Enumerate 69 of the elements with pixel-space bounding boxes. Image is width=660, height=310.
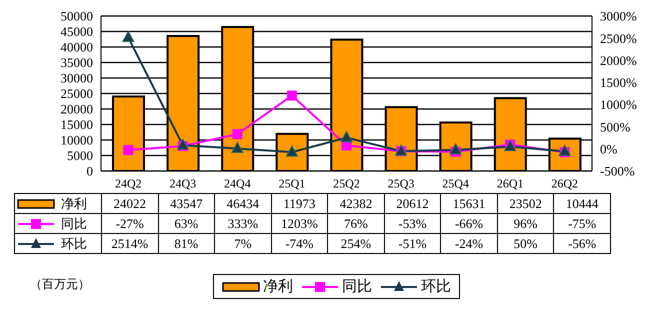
x-tick-label: 24Q2 (114, 176, 142, 191)
point (340, 131, 352, 142)
x-tick-label: 24Q3 (169, 176, 196, 191)
point (286, 90, 297, 101)
data-label: 2514% (102, 234, 158, 254)
y-tick-label: 5000 (67, 148, 93, 164)
data-label: 23502 (497, 194, 554, 214)
data-label: 81% (158, 234, 215, 254)
data-label: 24022 (102, 194, 158, 214)
data-label: 254% (328, 234, 384, 254)
y-tick-label: 40000 (60, 40, 93, 55)
x-tick-label: 26Q2 (551, 176, 578, 191)
text: 环比 (421, 279, 451, 295)
data-label: 76% (328, 214, 384, 234)
data-label: 20612 (384, 194, 441, 214)
text: 同比 (342, 279, 372, 295)
x-tick-label: 26Q1 (496, 176, 524, 191)
y-tick-label: 45000 (60, 24, 93, 40)
data-label: 15631 (440, 194, 498, 214)
y-tick-label: 20000 (60, 102, 93, 117)
data-label: -51% (384, 234, 441, 254)
y-tick-label: 0 (86, 164, 93, 179)
legend-label: 净利 (61, 196, 87, 210)
y2-tick-label: -500% (600, 164, 635, 179)
text: 净利 (263, 279, 293, 295)
data-label: 50% (497, 234, 554, 254)
point (122, 31, 134, 42)
y-tick-label: 50000 (60, 8, 93, 24)
data-label: -53% (384, 214, 441, 234)
data-label: -66% (440, 214, 498, 234)
data-label: 63% (158, 214, 215, 234)
data-label: 1203% (271, 214, 328, 234)
y-tick-label: 35000 (60, 55, 93, 70)
data-label: 333% (214, 214, 272, 234)
data-label: 11973 (271, 194, 328, 214)
x-tick-label: 25Q2 (333, 176, 360, 191)
point (231, 142, 244, 154)
y2-tick-label: 500% (600, 119, 630, 134)
y-tick-label: 10000 (60, 132, 93, 148)
text: （百万元） (30, 276, 90, 293)
point (232, 129, 242, 140)
x-tick-label: 25Q1 (278, 176, 306, 191)
y-tick-label: 15000 (60, 117, 93, 132)
data-label: 43547 (158, 194, 215, 214)
y2-tick-label: 0% (600, 141, 618, 156)
data-label: 42382 (328, 194, 384, 214)
x-tick-label: 24Q4 (224, 176, 251, 191)
data-label: -75% (554, 214, 610, 234)
legend-label: 同比 (61, 216, 87, 230)
y2-tick-label: 2000% (600, 52, 637, 68)
y2-tick-label: 1000% (600, 97, 637, 112)
data-label: -56% (554, 234, 610, 254)
y2-tick-label: 1500% (600, 75, 637, 90)
x-tick-label: 25Q3 (388, 176, 414, 191)
data-label: 96% (497, 214, 554, 234)
data-label: -24% (440, 234, 498, 254)
data-label: -74% (271, 234, 328, 254)
y-tick-label: 30000 (60, 70, 93, 86)
y2-tick-label: 3000% (600, 8, 637, 24)
data-label: -27% (102, 214, 158, 234)
data-label: 7% (214, 234, 272, 254)
y2-tick-label: 2500% (600, 30, 637, 46)
point (123, 145, 134, 156)
y-tick-label: 25000 (60, 86, 93, 102)
legend-label: 环比 (61, 236, 87, 250)
data-label: 46434 (214, 194, 272, 214)
data-label: 10444 (554, 194, 610, 214)
point (176, 138, 189, 150)
x-tick-label: 25Q4 (442, 176, 469, 191)
